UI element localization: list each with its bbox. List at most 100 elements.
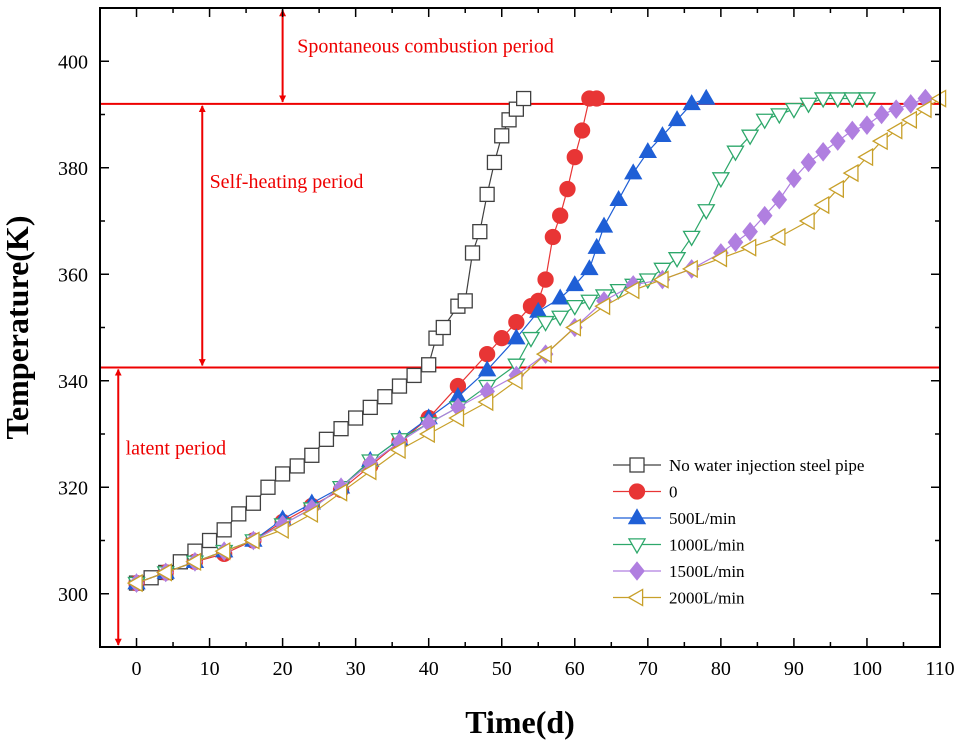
data-point — [565, 299, 584, 316]
data-point — [813, 92, 833, 109]
y-tick-label: 320 — [58, 477, 88, 499]
legend-swatch-marker — [627, 538, 647, 555]
y-tick-label: 400 — [58, 51, 88, 73]
data-point — [565, 275, 584, 292]
data-point — [477, 392, 494, 412]
y-tick-label: 360 — [58, 264, 88, 286]
x-tick-label: 110 — [925, 658, 954, 680]
data-point — [464, 245, 481, 261]
legend-item: 500L/min — [613, 508, 737, 528]
data-point — [843, 92, 862, 109]
data-point — [798, 211, 815, 231]
data-point — [828, 179, 844, 199]
data-point — [871, 131, 888, 151]
data-point — [624, 163, 643, 180]
data-point — [551, 288, 570, 305]
latent-label: latent period — [126, 437, 227, 459]
data-point — [726, 145, 745, 162]
data-point — [486, 154, 503, 171]
data-point — [859, 115, 875, 135]
data-point — [331, 483, 348, 502]
legend-swatch-marker — [627, 588, 644, 607]
data-point — [243, 531, 260, 550]
data-point — [842, 163, 859, 183]
data-point — [544, 228, 562, 246]
axes-group: 0 10 20 30 40 50 60 70 80 90 100 110 300 320 340 360 380… — [58, 7, 955, 680]
data-point — [493, 329, 510, 347]
legend-item: 1000L/min — [613, 536, 745, 555]
data-point — [681, 259, 698, 279]
x-tick-label: 70 — [638, 658, 658, 680]
x-tick-label: 100 — [852, 658, 882, 680]
data-point — [915, 100, 932, 119]
data-point — [902, 94, 919, 114]
data-point — [377, 389, 393, 405]
data-point — [844, 120, 861, 141]
data-point — [318, 431, 335, 447]
data-point — [389, 440, 406, 460]
data-point — [552, 207, 569, 224]
data-point — [682, 230, 701, 247]
data-point — [559, 180, 576, 198]
data-point — [609, 189, 628, 206]
data-point — [829, 131, 846, 151]
legend-label: 1000L/min — [669, 536, 745, 555]
series-5 — [126, 89, 947, 593]
data-point — [857, 147, 874, 167]
data-point — [304, 447, 320, 463]
data-point — [756, 205, 773, 226]
x-tick-label: 10 — [200, 658, 220, 680]
y-tick-label: 380 — [58, 158, 88, 180]
annotations-group: Spontaneous combustion period Self-heatin… — [114, 9, 554, 646]
legend-label: 1500L/min — [669, 562, 745, 581]
data-point — [479, 186, 495, 203]
data-point — [126, 573, 143, 593]
data-point — [566, 148, 583, 166]
x-tick-label: 80 — [711, 658, 731, 680]
data-point — [274, 466, 291, 482]
data-point — [697, 88, 716, 105]
data-point — [667, 252, 687, 268]
legend-item: No water injection steel pipe — [613, 456, 864, 475]
data-point — [216, 522, 232, 538]
data-point — [477, 360, 497, 377]
data-point — [535, 344, 552, 364]
x-tick-label: 40 — [419, 658, 439, 680]
data-point — [448, 408, 465, 428]
data-point — [536, 315, 555, 332]
x-tick-label: 50 — [492, 658, 512, 680]
self-heating-annotation: Self-heating period — [198, 105, 363, 367]
y-axis-title: Temperature(K) — [0, 216, 35, 440]
latent-annotation: latent period — [114, 368, 227, 646]
data-point — [201, 532, 218, 549]
data-point — [272, 520, 289, 540]
data-point — [333, 421, 349, 437]
data-point — [594, 297, 611, 316]
data-point — [594, 216, 614, 233]
data-point — [573, 122, 591, 139]
data-point — [362, 399, 378, 416]
y-tick-label: 340 — [58, 371, 88, 393]
data-point — [682, 94, 701, 111]
series-2 — [127, 88, 716, 590]
data-point — [930, 89, 947, 108]
data-point — [348, 410, 364, 426]
data-point — [537, 271, 554, 288]
data-point — [521, 331, 541, 348]
data-point — [418, 424, 435, 444]
data-point — [711, 249, 728, 268]
data-point — [784, 102, 804, 119]
data-point — [580, 259, 599, 276]
data-point — [245, 495, 262, 511]
data-point — [435, 319, 451, 336]
data-point — [588, 90, 605, 107]
data-point — [799, 97, 818, 114]
legend: No water injection steel pipe 0 500L/min 10… — [613, 456, 864, 608]
data-point — [711, 172, 731, 189]
data-point — [888, 99, 905, 119]
data-point — [494, 128, 510, 144]
data-point — [156, 563, 172, 582]
data-point — [740, 129, 760, 146]
data-point — [391, 378, 408, 394]
